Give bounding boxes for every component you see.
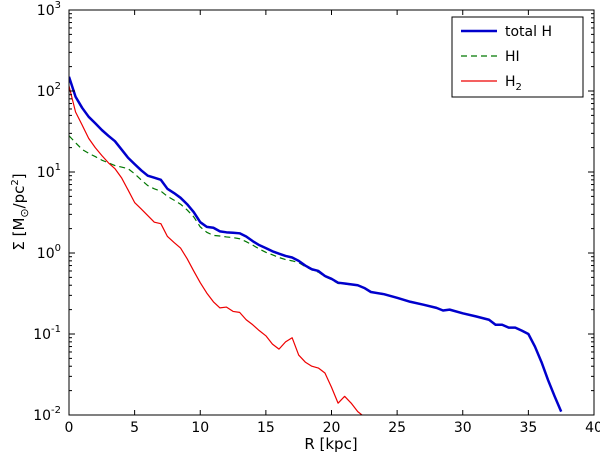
- y-tick-label: 101: [37, 162, 61, 181]
- x-tick-label: 15: [257, 420, 275, 436]
- ticks-layer: 0 5 10 15 20 25 30 35 40 10-2 10-1 100 101 102 103: [33, 0, 600, 436]
- y-axis-label: Σ [M⊙/pc2]: [10, 173, 31, 250]
- x-tick-label: 20: [323, 420, 341, 436]
- legend-label-h2: H2: [505, 74, 522, 93]
- series-line-h2: [69, 85, 363, 415]
- x-tick-label: 5: [130, 420, 139, 436]
- y-tick-label: 10-1: [33, 324, 61, 343]
- x-tick-label: 0: [65, 420, 74, 436]
- y-tick-label: 100: [37, 243, 61, 262]
- legend-label-hi: HI: [505, 49, 520, 65]
- x-tick-label: 10: [191, 420, 209, 436]
- y-tick-label: 102: [37, 81, 61, 100]
- y-tick-label: 10-2: [33, 405, 61, 424]
- x-tick-label: 35: [519, 420, 537, 436]
- legend-label-total-h: total H: [505, 24, 552, 40]
- x-axis-label: R [kpc]: [304, 435, 357, 453]
- x-tick-label: 25: [388, 420, 406, 436]
- y-tick-label: 103: [37, 0, 61, 19]
- plot-frame: [68, 9, 595, 416]
- legend: total H HI H2: [451, 16, 584, 98]
- series-layer: [69, 76, 563, 415]
- x-tick-label: 40: [585, 420, 600, 436]
- series-line-total-h: [69, 76, 563, 413]
- x-tick-label: 30: [454, 420, 472, 436]
